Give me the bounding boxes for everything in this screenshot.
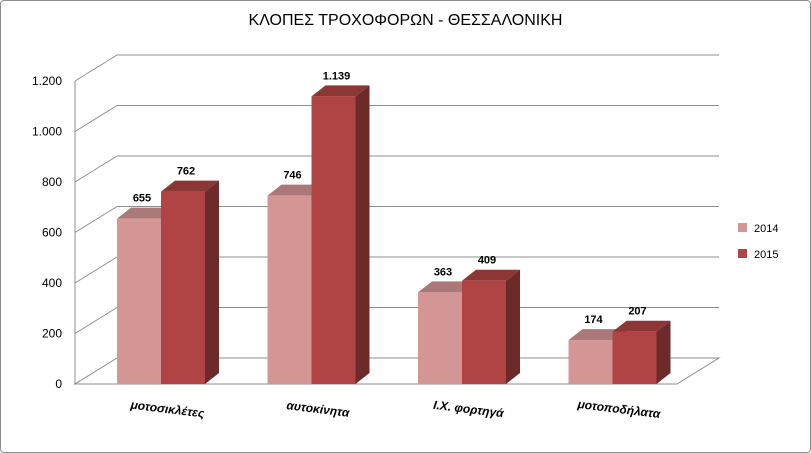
bar-top-2015: [462, 269, 520, 281]
x-tick-label: μοτοσικλέτες: [129, 397, 206, 420]
bar-side-2015: [506, 269, 520, 384]
data-label: 746: [283, 170, 301, 182]
x-tick-label: μοτοποδήλατα: [576, 397, 662, 421]
gridline-side: [74, 54, 118, 82]
bar-side-2015: [355, 85, 370, 384]
legend-label: 2014: [754, 223, 778, 235]
bar-side-2015: [205, 180, 219, 384]
data-label: 363: [434, 266, 452, 278]
gridline-side: [74, 206, 118, 233]
gridline-side: [74, 105, 118, 132]
data-label: 1.139: [323, 70, 351, 82]
gridline-side: [74, 256, 118, 284]
bar-top-2014: [117, 207, 175, 219]
bar-top-2014: [568, 329, 627, 341]
data-label: 409: [478, 255, 496, 267]
y-tick-label: 0: [55, 377, 62, 391]
bar-2015: [311, 96, 356, 384]
bar-2014: [418, 292, 462, 384]
data-label: 174: [584, 314, 603, 326]
chart-title: ΚΛΟΠΕΣ ΤΡΟΧΟΦΟΡΩΝ - ΘΕΣΣΑΛΟΝΙΚΗ: [248, 12, 563, 29]
gridline-side: [74, 307, 118, 334]
y-tick-label: 200: [42, 327, 62, 341]
bar-2015: [462, 280, 506, 384]
bar-2014: [568, 340, 613, 384]
legend-swatch-2015: [738, 249, 747, 258]
legend-swatch-2014: [738, 223, 747, 232]
data-label: 655: [133, 193, 151, 205]
bar-2014: [117, 218, 161, 384]
data-label: 207: [628, 306, 646, 318]
y-tick-label: 600: [42, 226, 62, 240]
data-label: 762: [177, 166, 195, 178]
bar-side-2015: [656, 320, 671, 384]
bar-top-2015: [161, 180, 219, 192]
x-tick-label: Ι.Χ. φορτηγά: [433, 398, 505, 421]
bar-top-2014: [267, 184, 326, 196]
bar-2014: [267, 195, 312, 384]
y-tick-label: 1.000: [32, 125, 62, 139]
y-tick-label: 400: [42, 276, 62, 290]
y-tick-label: 800: [42, 175, 62, 189]
x-tick-label: αυτοκίνητα: [286, 398, 351, 420]
bar-2015: [612, 331, 657, 384]
legend-label: 2015: [754, 249, 778, 261]
bar-2015: [161, 191, 205, 384]
gridline-side: [74, 155, 118, 183]
bar-top-2015: [311, 85, 370, 97]
bar-top-2014: [418, 281, 476, 293]
y-tick-label: 1.200: [32, 74, 62, 88]
bar-top-2015: [612, 320, 671, 332]
